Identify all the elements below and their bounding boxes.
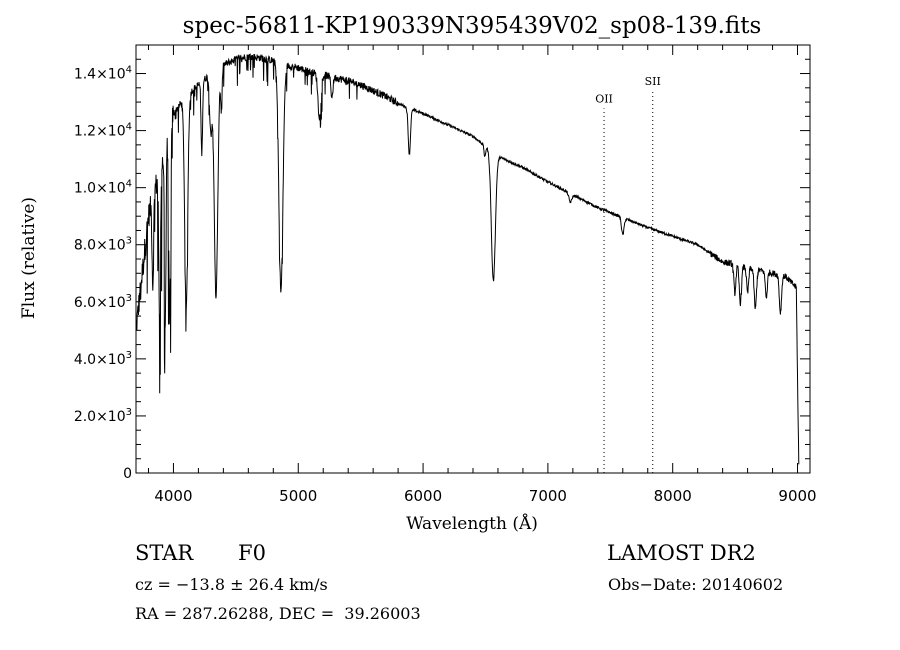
chart-title: spec-56811-KP190339N395439V02_sp08-139.f… bbox=[183, 13, 762, 39]
plot-frame bbox=[135, 44, 811, 474]
y-tick-label: 0 bbox=[123, 466, 132, 482]
x-tick-label: 9000 bbox=[778, 487, 816, 505]
y-tick-label: 8.0×103 bbox=[74, 236, 132, 254]
y-tick-label: 1.2×104 bbox=[74, 122, 132, 140]
y-tick-label: 6.0×103 bbox=[74, 293, 132, 311]
coordinates: RA = 287.26288, DEC = 39.26003 bbox=[135, 604, 421, 623]
x-tick-label: 8000 bbox=[654, 487, 692, 505]
y-axis-label: Flux (relative) bbox=[19, 197, 39, 319]
x-tick-label: 4000 bbox=[154, 487, 192, 505]
observation-date: Obs−Date: 20140602 bbox=[608, 575, 784, 594]
x-tick-label: 7000 bbox=[529, 487, 567, 505]
object-subclass: F0 bbox=[238, 541, 266, 565]
survey-name: LAMOST DR2 bbox=[607, 541, 756, 565]
spectrum-line bbox=[135, 53, 800, 465]
plot-area: OII SII bbox=[135, 53, 800, 473]
line-marker-label: OII bbox=[595, 92, 613, 105]
line-marker-label: SII bbox=[645, 75, 661, 88]
x-tick-label: 6000 bbox=[404, 487, 442, 505]
x-tick-label: 5000 bbox=[279, 487, 317, 505]
redshift-value: cz = −13.8 ± 26.4 km/s bbox=[135, 575, 328, 594]
y-tick-label: 1.0×104 bbox=[74, 179, 132, 197]
y-tick-label: 1.4×104 bbox=[74, 65, 132, 83]
y-tick-label: 2.0×103 bbox=[74, 407, 132, 425]
y-tick-label: 4.0×103 bbox=[74, 350, 132, 368]
axes: 4000 5000 6000 7000 8000 9000 0 2.0×103 4.0×103 6… bbox=[74, 44, 817, 505]
object-class: STAR bbox=[135, 541, 194, 565]
x-axis-label: Wavelength (Å) bbox=[406, 513, 538, 534]
